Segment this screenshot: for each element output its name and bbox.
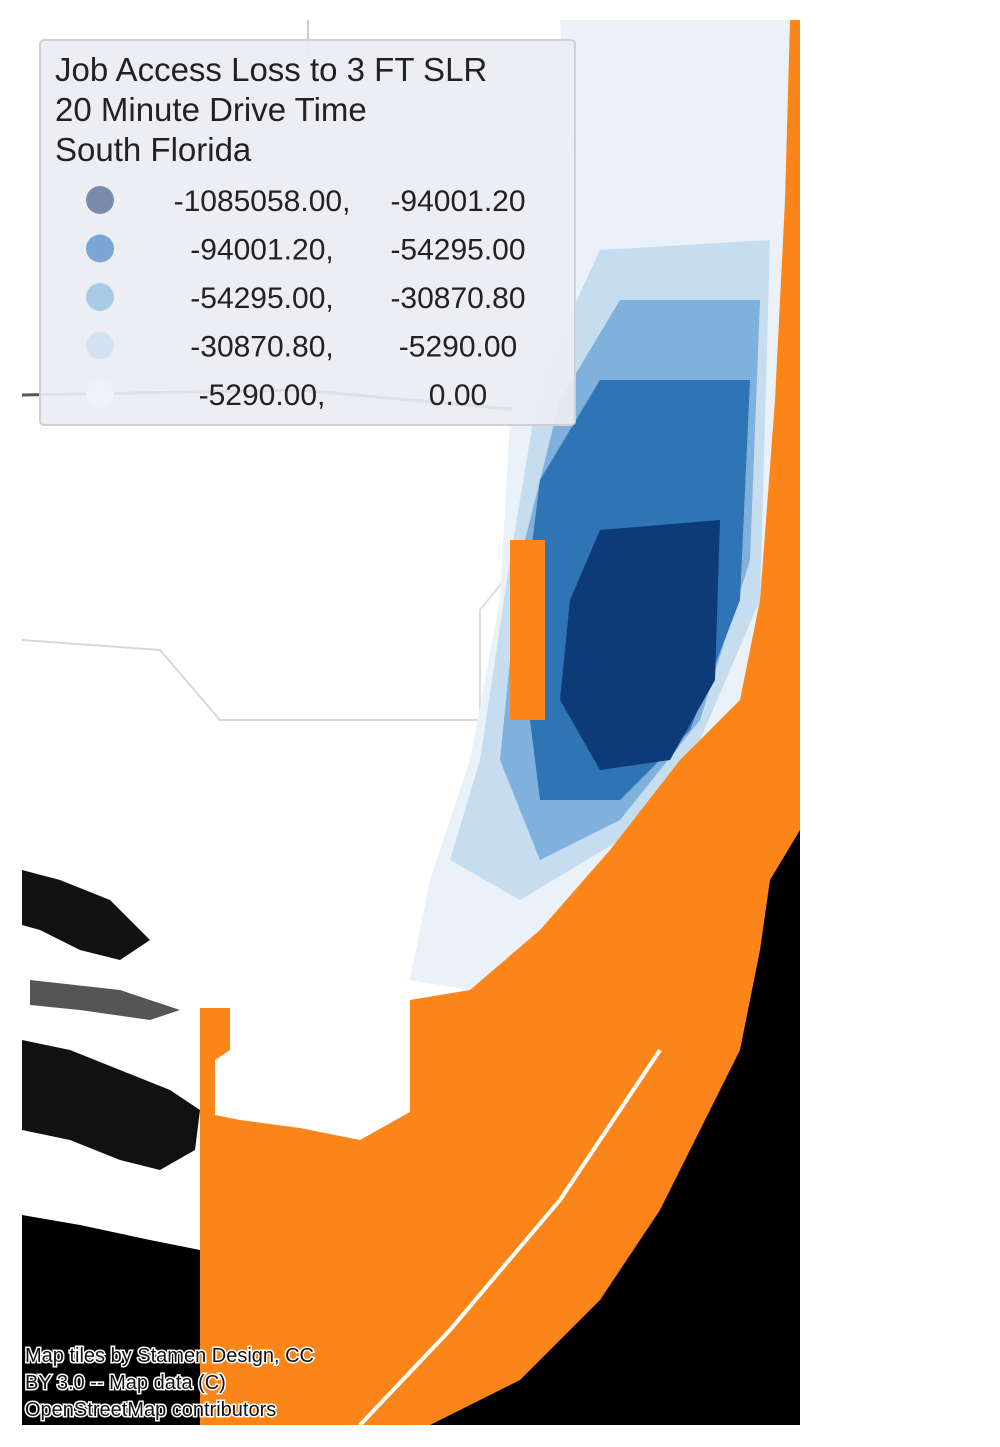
- legend-title: South Florida: [55, 131, 252, 168]
- legend-range-to: 0.00: [429, 379, 487, 412]
- legend-range-from: -1085058.00,: [174, 185, 351, 218]
- legend-range-to: -5290.00: [399, 331, 517, 364]
- legend-range-from: -94001.20,: [190, 234, 333, 267]
- legend-title: Job Access Loss to 3 FT SLR: [55, 51, 487, 88]
- legend-swatch: [86, 234, 114, 263]
- legend-box: [39, 39, 576, 426]
- legend: Job Access Loss to 3 FT SLR 20 Minute Dr…: [39, 39, 576, 426]
- legend-swatch: [86, 283, 114, 311]
- attribution-line: OpenStreetMap contributors: [25, 1399, 276, 1421]
- legend-range-from: -30870.80,: [190, 331, 333, 364]
- legend-range-to: -54295.00: [390, 234, 525, 267]
- attribution-line: Map tiles by Stamen Design, CC: [25, 1345, 314, 1367]
- legend-items: -1085058.00, -94001.20 -94001.20, -54295.00…: [86, 185, 526, 412]
- legend-title: 20 Minute Drive Time: [55, 91, 367, 128]
- attribution-line: BY 3.0 -- Map data (C): [25, 1372, 226, 1394]
- legend-range-to: -30870.80: [390, 282, 525, 315]
- legend-range-to: -94001.20: [390, 185, 525, 218]
- legend-swatch: [86, 380, 114, 408]
- attribution: Map tiles by Stamen Design, CC BY 3.0 --…: [24, 1344, 316, 1423]
- legend-range-from: -54295.00,: [190, 282, 333, 315]
- legend-range-from: -5290.00,: [199, 379, 326, 412]
- legend-swatch: [86, 331, 114, 360]
- legend-swatch: [86, 186, 114, 214]
